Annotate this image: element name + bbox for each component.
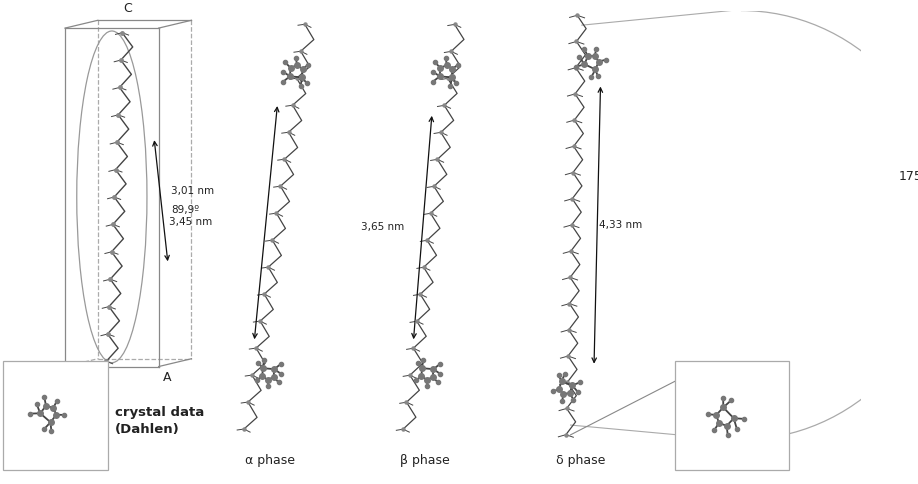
FancyBboxPatch shape <box>4 361 108 470</box>
Text: 3,01 nm: 3,01 nm <box>171 186 214 196</box>
Text: O: O <box>50 371 61 384</box>
Text: C: C <box>123 2 132 15</box>
Text: crystal data
(Dahlen): crystal data (Dahlen) <box>115 406 204 436</box>
Text: 3,45 nm: 3,45 nm <box>169 217 212 227</box>
Text: 175º: 175º <box>899 170 918 183</box>
Text: 89,9º: 89,9º <box>171 206 199 215</box>
Text: 4,33 nm: 4,33 nm <box>599 220 642 230</box>
Text: A: A <box>163 371 172 384</box>
Text: 3,65 nm: 3,65 nm <box>361 222 404 232</box>
Text: α phase: α phase <box>245 454 295 467</box>
Text: β phase: β phase <box>399 454 450 467</box>
Text: δ phase: δ phase <box>556 454 606 467</box>
FancyBboxPatch shape <box>675 361 789 470</box>
